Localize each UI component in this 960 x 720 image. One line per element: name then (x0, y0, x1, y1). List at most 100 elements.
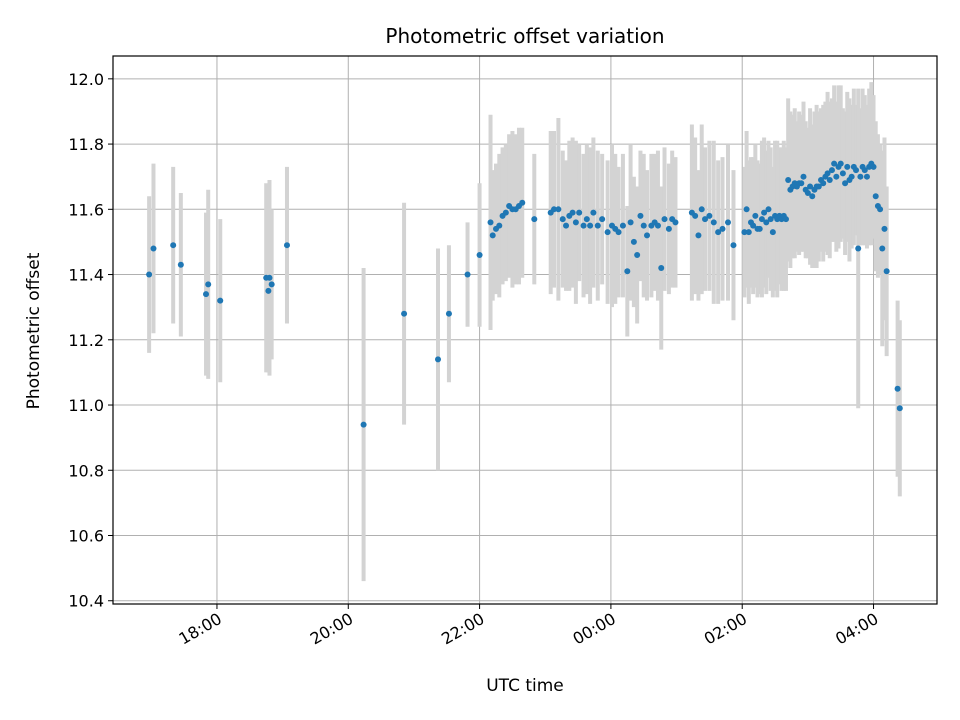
data-point (706, 212, 713, 219)
data-point (265, 287, 272, 294)
data-point (756, 225, 763, 232)
data-point (752, 212, 759, 219)
data-point (630, 238, 637, 245)
data-point (824, 170, 831, 177)
data-points (146, 160, 903, 428)
data-point (487, 219, 494, 226)
data-point (496, 222, 503, 229)
y-tick-label: 11.0 (68, 396, 104, 415)
data-point (627, 219, 634, 226)
data-point (702, 216, 709, 223)
y-axis-label: Photometric offset (24, 252, 44, 409)
data-point (563, 222, 570, 229)
data-point (815, 183, 822, 190)
data-point (730, 242, 737, 249)
data-point (804, 190, 811, 196)
data-point (604, 229, 611, 236)
data-point (848, 173, 855, 180)
data-point (800, 173, 807, 180)
data-point (580, 222, 587, 229)
data-point (828, 167, 835, 174)
data-point (855, 245, 862, 252)
y-tick-label: 10.4 (68, 592, 104, 611)
data-point (634, 251, 641, 258)
data-point (894, 385, 901, 392)
data-point (741, 229, 748, 236)
x-axis-label: UTC time (486, 676, 564, 696)
data-point (767, 216, 774, 223)
data-point (769, 229, 776, 236)
data-point (861, 167, 868, 174)
data-point (758, 216, 765, 223)
data-point (695, 232, 702, 239)
data-point (217, 297, 224, 304)
data-point (785, 176, 792, 183)
data-point (863, 173, 870, 180)
data-point (170, 242, 177, 249)
data-point (583, 216, 590, 223)
data-point (569, 209, 576, 216)
data-point (519, 199, 526, 206)
data-point (842, 180, 849, 187)
data-point (360, 421, 367, 428)
data-point (672, 219, 679, 226)
plot-frame (112, 55, 938, 605)
data-point (435, 356, 442, 363)
data-point (853, 167, 860, 174)
data-point (531, 216, 538, 223)
data-point (761, 209, 768, 216)
data-point (765, 206, 772, 213)
y-tick-label: 10.8 (68, 461, 104, 480)
data-point (844, 163, 851, 170)
data-point (763, 219, 770, 226)
data-point (710, 219, 717, 226)
data-point (872, 193, 879, 200)
data-point (624, 268, 631, 275)
data-point (464, 271, 471, 278)
data-point (150, 245, 157, 252)
data-point (698, 206, 705, 213)
data-point (896, 405, 903, 412)
data-point (146, 271, 153, 278)
data-point (820, 180, 827, 187)
data-point (266, 274, 273, 281)
data-point (857, 173, 864, 180)
data-point (640, 222, 647, 229)
data-point (654, 222, 661, 229)
data-point (559, 216, 566, 223)
data-point (445, 310, 452, 317)
data-point (203, 291, 210, 298)
data-point (550, 206, 557, 213)
y-tick-label: 11.8 (68, 135, 104, 154)
data-point (745, 229, 752, 236)
data-point (692, 212, 699, 219)
data-point (879, 245, 886, 252)
data-point (268, 281, 275, 288)
data-point (809, 193, 816, 200)
y-tick-label: 11.2 (68, 331, 104, 350)
data-point (572, 219, 579, 226)
data-point (619, 222, 626, 229)
data-point (833, 173, 840, 180)
data-point (644, 232, 651, 239)
data-point (489, 232, 496, 239)
data-point (615, 229, 622, 236)
data-point (401, 310, 408, 317)
chart-title: Photometric offset variation (385, 24, 664, 48)
y-axis-ticks: 10.4 10.6 10.8 11.0 11.2 11.4 11.6 11.8 12.0 (68, 70, 113, 611)
data-point (883, 268, 890, 275)
y-tick-label: 11.6 (68, 200, 104, 219)
y-tick-label: 12.0 (68, 70, 104, 89)
y-tick-label: 11.4 (68, 266, 104, 285)
data-point (831, 160, 838, 167)
data-point (177, 261, 184, 268)
y-tick-label: 10.6 (68, 527, 104, 546)
data-point (881, 225, 888, 232)
data-point (661, 216, 668, 223)
grid (113, 56, 937, 604)
data-point (476, 251, 483, 258)
data-point (743, 206, 750, 213)
data-point (205, 281, 212, 288)
data-point (587, 222, 594, 229)
data-point (724, 219, 731, 226)
